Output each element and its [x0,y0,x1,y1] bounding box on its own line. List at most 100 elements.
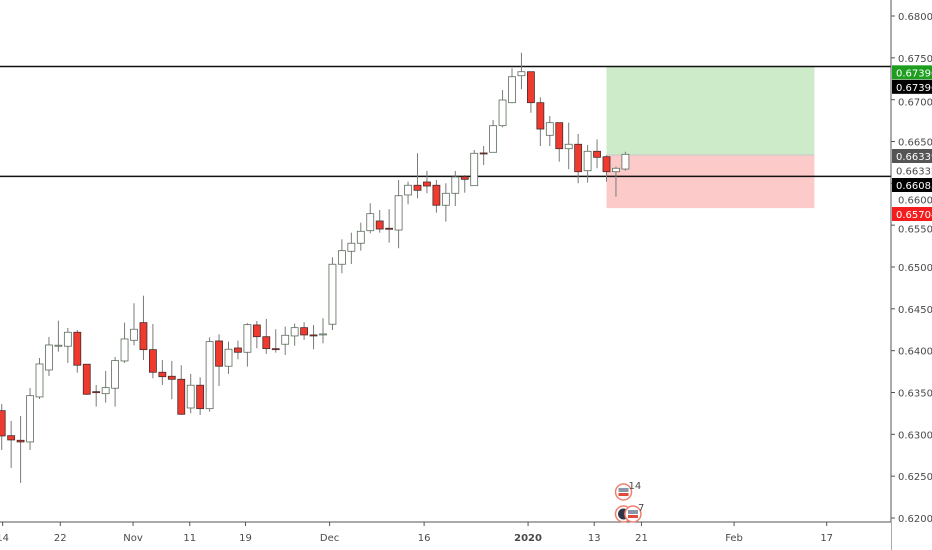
candle-body [555,122,564,150]
candle-body [347,242,356,252]
candle-body [177,378,186,415]
event-count: 7 [638,503,644,514]
candle-body [583,150,592,172]
candle-body [564,143,573,150]
candle-body [26,395,34,443]
time-axis[interactable] [0,522,891,550]
candle-body [186,384,195,409]
candle-body [16,439,25,443]
candle-body [196,384,205,410]
candle-body [517,71,526,77]
candle-body [536,102,545,130]
flag-icon [618,488,629,492]
candle-body [602,156,611,173]
price-badge-label: 0.67396 [896,68,932,79]
candle-body [167,375,176,380]
x-tick-label: Dec [320,533,339,544]
candle-body [404,184,412,196]
price-badge [892,149,932,163]
candle-body [35,363,44,398]
price-badge [892,178,932,192]
flag-icon [627,510,638,514]
price-badge [892,163,932,178]
candle-body [130,328,138,341]
candle-body [527,71,535,104]
x-tick-label: 19 [239,533,252,544]
candle-body [545,122,554,136]
candle-body [366,213,375,232]
stop-zone[interactable] [606,154,815,209]
candle-body [101,387,110,395]
target-zone[interactable] [606,66,815,155]
candle-body [394,195,403,231]
x-tick-label: 14 [0,533,9,544]
candle-body [158,371,167,378]
candle-body [508,76,516,104]
price-badge [892,79,932,94]
candle-body [271,348,280,351]
x-tick-label: Nov [123,533,143,544]
y-tick-label: 0.62000 [898,514,932,525]
x-tick-label: 13 [588,533,601,544]
price-badge [892,65,932,80]
candle-body [0,410,6,437]
x-tick-label: 11 [183,533,196,544]
candle-body [63,331,72,347]
candle-body [281,334,290,345]
candle-body [7,435,16,441]
x-tick-label: 16 [418,533,431,544]
candle-body [593,150,601,158]
candle-body [120,338,129,362]
x-tick-label: 22 [54,533,67,544]
candle-body [441,192,450,206]
candle-body [290,327,299,337]
candle-body [205,341,214,410]
candle-body [451,176,460,194]
price-badge [892,207,932,221]
candle-body [385,227,394,230]
candle-body [309,334,318,337]
candle-body [498,99,507,127]
flag-stripe [627,515,638,518]
candle-body [432,184,441,206]
price-badge-label: 0.66083 [896,181,932,192]
candle-body [243,324,252,353]
x-tick-label: 21 [635,533,648,544]
candle-body [148,349,157,373]
candle-body [73,331,82,366]
candle-body [612,167,620,173]
candle-body [479,152,488,155]
candle-body [413,184,422,191]
candle-body [375,220,384,230]
candle-body [45,344,53,371]
price-badge-label: 0.65704 [896,210,932,221]
candle-body [319,333,327,336]
x-tick-label: Feb [725,533,743,544]
candle-body [224,348,233,367]
candle-body [92,391,101,394]
candle-body [252,324,261,338]
candle-body [460,176,469,180]
candle-body [215,340,223,367]
candle-body [621,153,630,170]
candle-body [300,327,309,336]
candle-body [489,125,498,153]
price-badge-label: 0.66332 [896,167,932,178]
candle-body [234,347,242,353]
candle-body [82,363,91,395]
candle-body [337,250,346,265]
candle-body [139,322,148,351]
candle-body [328,263,337,325]
price-badge-label: 0.67396 [896,83,932,94]
